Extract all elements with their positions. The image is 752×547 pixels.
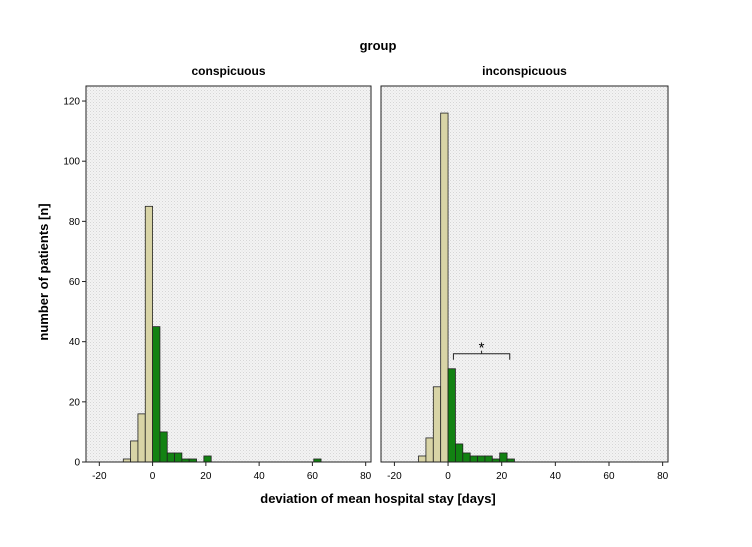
- x-tick-label: 0: [150, 471, 156, 482]
- x-tick-label: 40: [550, 471, 562, 482]
- x-tick-label: 0: [445, 471, 451, 482]
- histogram-bar: [440, 112, 449, 463]
- x-tick-label: 80: [360, 471, 372, 482]
- histogram-bar: [477, 455, 486, 463]
- panel-frame: [380, 85, 669, 463]
- x-tick-label: -20: [92, 471, 107, 482]
- significance-marker: *: [479, 340, 485, 357]
- x-tick-label: -20: [387, 471, 402, 482]
- histogram-bar: [462, 452, 471, 463]
- histogram-bar: [152, 326, 161, 463]
- x-tick-label: 60: [603, 471, 615, 482]
- histogram-bar: [203, 455, 212, 463]
- y-tick-label: 20: [69, 397, 81, 408]
- panels: conspicuous -20 0 20 40 60 80 0 20 40 60 80 100 120 in…: [63, 64, 668, 482]
- x-tick-label: 20: [200, 471, 212, 482]
- histogram-bar: [432, 386, 442, 463]
- histogram-bar: [484, 455, 493, 463]
- histogram-bar: [159, 431, 168, 463]
- y-tick-label: 0: [74, 458, 80, 469]
- histogram-bar: [469, 455, 478, 463]
- histogram-bar: [144, 205, 153, 463]
- histogram-bar: [166, 452, 175, 463]
- panel-title: inconspicuous: [482, 64, 567, 78]
- histogram-bar: [418, 455, 427, 463]
- chart-title: group: [360, 38, 397, 53]
- x-tick-label: 80: [657, 471, 669, 482]
- y-axis-label: number of patients [n]: [36, 203, 51, 340]
- histogram-bar: [455, 443, 464, 463]
- panel-title: conspicuous: [191, 64, 265, 78]
- panel-1: inconspicuous -20 0 20 40 60 80 *: [380, 64, 669, 482]
- histogram-bar: [425, 437, 434, 463]
- histogram-bar: [174, 452, 183, 463]
- panel-frame: [85, 85, 372, 463]
- y-tick-label: 60: [69, 277, 81, 288]
- panel-0: conspicuous -20 0 20 40 60 80 0 20 40 60 80 100 120: [63, 64, 371, 482]
- histogram-bar: [499, 452, 508, 463]
- plot-area: [381, 86, 668, 462]
- x-tick-label: 60: [307, 471, 319, 482]
- x-axis-label: deviation of mean hospital stay [days]: [260, 491, 496, 506]
- plot-area: [86, 86, 371, 462]
- y-tick-label: 80: [69, 217, 81, 228]
- histogram-bar: [130, 440, 139, 463]
- histogram-bar: [447, 368, 456, 463]
- histogram-bar: [137, 413, 146, 463]
- y-tick-label: 120: [63, 97, 80, 108]
- x-tick-label: 40: [254, 471, 266, 482]
- y-tick-label: 40: [69, 337, 81, 348]
- x-tick-label: 20: [496, 471, 508, 482]
- y-tick-label: 100: [63, 157, 80, 168]
